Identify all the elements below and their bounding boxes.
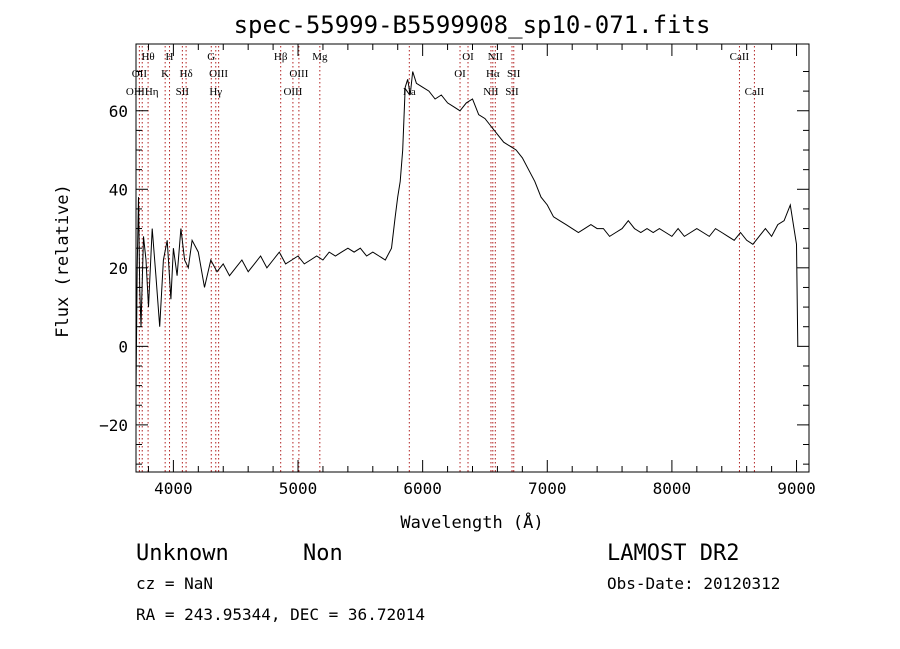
line-marker-label: H: [166, 51, 174, 63]
x-axis-label: Wavelength (Å): [400, 511, 543, 533]
x-tick-label: 4000: [154, 479, 193, 498]
y-axis-ticks: −20 0 20 40 60: [99, 70, 809, 465]
line-marker-label: OIII: [283, 86, 302, 98]
line-marker-label: OIII: [289, 68, 308, 80]
y-tick-label: 40: [109, 180, 128, 199]
line-marker-label: OIII: [209, 68, 228, 80]
line-marker-label: OI: [454, 68, 466, 80]
object-subclass: Non: [303, 541, 343, 566]
emission-line-markers: [138, 46, 755, 472]
x-axis-ticks: 4000 5000 6000 7000 8000 9000: [147, 44, 816, 498]
spectrum-line: [135, 71, 799, 394]
line-marker-label: Hβ: [274, 51, 288, 63]
emission-line-labels: OIIOIIIHηHθKHSIIHδGHγOIIIHβOIIIOIIIMgNaO…: [126, 51, 765, 98]
y-axis-label: Flux (relative): [53, 184, 73, 338]
line-marker-label: OI: [462, 51, 474, 63]
line-marker-label: Hδ: [180, 68, 193, 80]
obs-date-text: Obs-Date: 20120312: [607, 574, 780, 593]
line-marker-label: Hθ: [141, 51, 154, 63]
line-marker-label: K: [161, 68, 169, 80]
redshift-text: cz = NaN: [136, 574, 213, 593]
line-marker-label: SII: [176, 86, 190, 98]
line-marker-label: Mg: [312, 51, 328, 63]
y-tick-label: 60: [109, 102, 128, 121]
chart-title: spec-55999-B5599908_sp10-071.fits: [234, 11, 711, 39]
line-marker-label: NII: [488, 51, 504, 63]
line-marker-label: CaII: [730, 51, 750, 63]
line-marker-label: Hγ: [209, 86, 222, 98]
y-tick-label: 0: [118, 337, 128, 356]
line-marker-label: G: [207, 51, 215, 63]
x-tick-label: 5000: [279, 479, 318, 498]
line-marker-label: OII: [132, 68, 148, 80]
coordinates-text: RA = 243.95344, DEC = 36.72014: [136, 605, 425, 624]
object-class: Unknown: [136, 541, 229, 566]
line-marker-label: Hα: [486, 68, 500, 80]
line-marker-label: CaII: [745, 86, 765, 98]
line-marker-label: NII: [483, 86, 499, 98]
y-tick-label: 20: [109, 259, 128, 278]
x-tick-label: 7000: [528, 479, 567, 498]
plot-frame: [135, 43, 810, 473]
x-tick-label: 9000: [777, 479, 816, 498]
y-tick-label: −20: [99, 416, 128, 435]
line-marker-label: SII: [505, 86, 519, 98]
x-tick-label: 8000: [653, 479, 692, 498]
line-marker-label: SII: [507, 68, 521, 80]
survey-name: LAMOST DR2: [607, 541, 739, 566]
line-marker-label: OIIIHη: [126, 86, 159, 98]
x-tick-label: 6000: [403, 479, 442, 498]
